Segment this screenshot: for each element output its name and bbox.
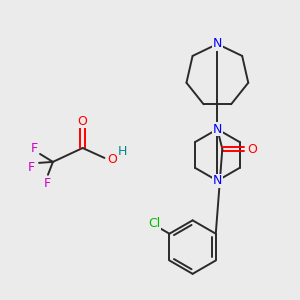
Text: O: O (78, 115, 88, 128)
Text: H: H (118, 146, 127, 158)
Text: F: F (31, 142, 38, 154)
Text: N: N (213, 123, 222, 136)
Text: O: O (247, 142, 257, 155)
Text: F: F (28, 161, 35, 174)
Text: N: N (213, 174, 222, 187)
Text: F: F (44, 177, 50, 190)
Text: N: N (213, 38, 222, 50)
Text: O: O (107, 153, 117, 167)
Text: Cl: Cl (148, 217, 160, 230)
